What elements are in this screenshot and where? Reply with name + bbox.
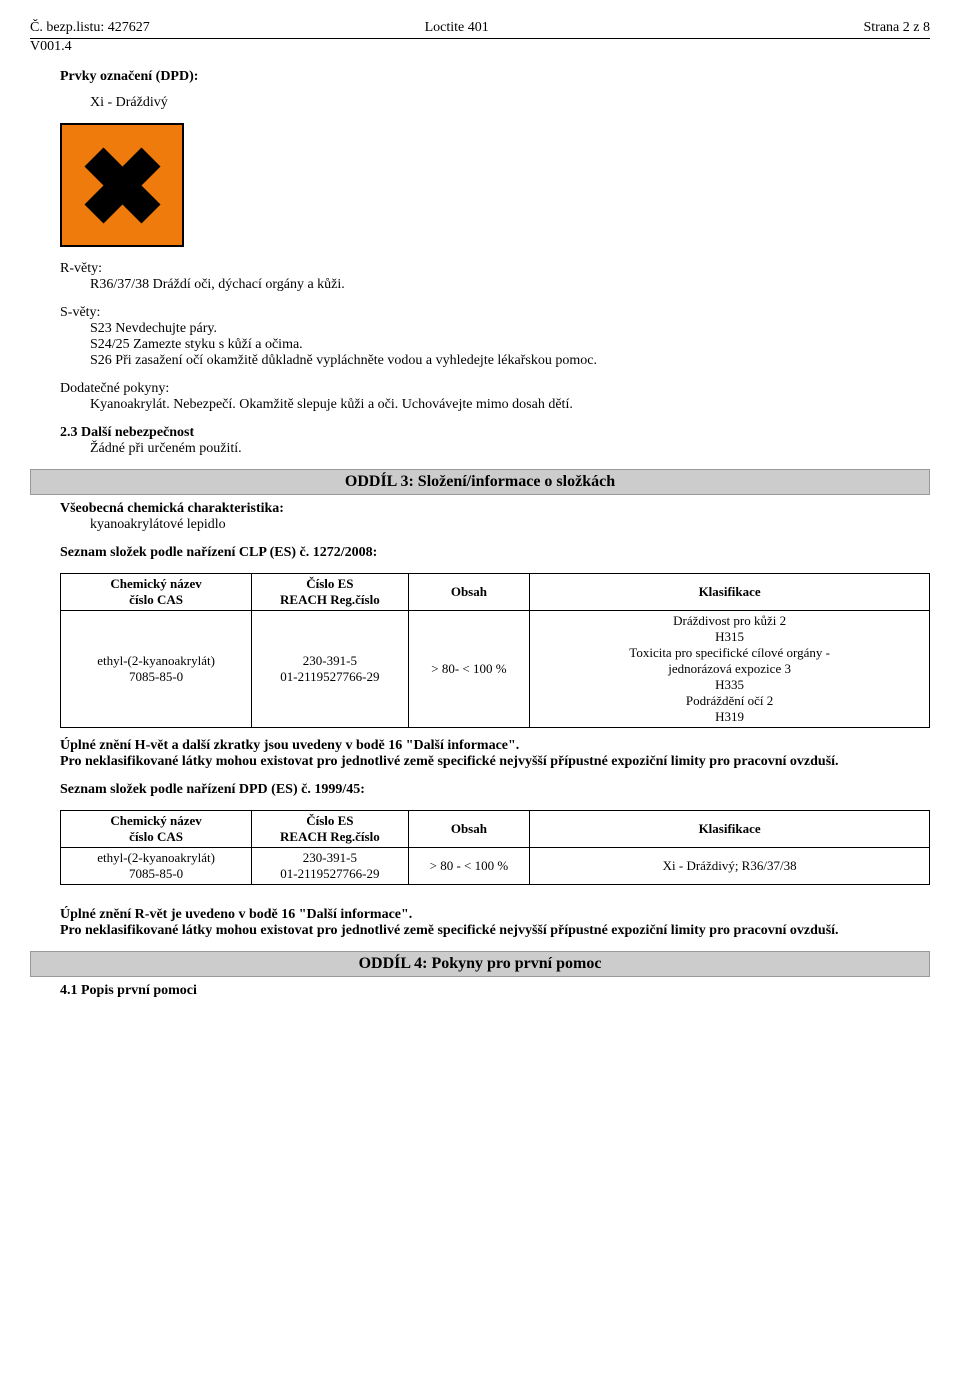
cell-class-l2: H315 [536, 629, 923, 645]
product-name: Loctite 401 [425, 20, 489, 36]
th-content: Obsah [408, 811, 530, 848]
th-name: Chemický název [67, 576, 245, 592]
version: V001.4 [30, 39, 930, 55]
unclassified-note-2: Pro neklasifikované látky mohou existova… [60, 923, 930, 939]
char-text: kyanoakrylátové lepidlo [90, 517, 930, 533]
th-es: Číslo ES [258, 813, 401, 829]
th-class: Klasifikace [530, 811, 930, 848]
th-cas: číslo CAS [67, 592, 245, 608]
char-label: Všeobecná chemická charakteristika: [60, 501, 930, 517]
dpd-classification: Xi - Dráždivý [90, 95, 930, 111]
s-phrase-2: S24/25 Zamezte styku s kůží a očima. [90, 337, 930, 353]
dpd-table: Chemický název číslo CAS Číslo ES REACH … [60, 810, 930, 885]
page-header: Č. bezp.listu: 427627 Loctite 401 Strana… [30, 20, 930, 55]
sec23-heading: 2.3 Další nebezpečnost [60, 425, 930, 441]
cell-class-l6: Podráždění očí 2 [536, 693, 923, 709]
section-3-header: ODDÍL 3: Složení/informace o složkách [30, 469, 930, 495]
dpd-title: Prvky označení (DPD): [60, 69, 930, 85]
table-row: ethyl-(2-kyanoakrylát) 7085-85-0 230-391… [61, 611, 930, 728]
r-phrases-label: R-věty: [60, 261, 930, 277]
cell-class-l1: Dráždivost pro kůži 2 [536, 613, 923, 629]
s-phrase-1: S23 Nevdechujte páry. [90, 321, 930, 337]
cell-reach: 01-2119527766-29 [258, 669, 401, 685]
table-header-row: Chemický název číslo CAS Číslo ES REACH … [61, 811, 930, 848]
dpd-heading: Seznam složek podle nařízení DPD (ES) č.… [60, 782, 930, 798]
cell-name: ethyl-(2-kyanoakrylát) [67, 653, 245, 669]
sheet-no-label: Č. bezp.listu: [30, 20, 104, 35]
cell-content: > 80 - < 100 % [408, 848, 530, 885]
cell-class-l7: H319 [536, 709, 923, 725]
th-es: Číslo ES [258, 576, 401, 592]
header-left: Č. bezp.listu: 427627 [30, 20, 150, 36]
section-4-header: ODDÍL 4: Pokyny pro první pomoc [30, 951, 930, 977]
cell-content: > 80- < 100 % [408, 611, 530, 728]
unclassified-note-1: Pro neklasifikované látky mohou existova… [60, 754, 930, 770]
table-header-row: Chemický název číslo CAS Číslo ES REACH … [61, 574, 930, 611]
clp-heading: Seznam složek podle nařízení CLP (ES) č.… [60, 545, 930, 561]
sec41-heading: 4.1 Popis první pomoci [60, 983, 930, 999]
cell-class-l5: H335 [536, 677, 923, 693]
cell-es: 230-391-5 [258, 653, 401, 669]
th-name: Chemický název [67, 813, 245, 829]
h-note: Úplné znění H-vět a další zkratky jsou u… [60, 738, 930, 754]
additional-label: Dodatečné pokyny: [60, 381, 930, 397]
cell-reach: 01-2119527766-29 [258, 866, 401, 882]
th-reach: REACH Reg.číslo [258, 592, 401, 608]
th-reach: REACH Reg.číslo [258, 829, 401, 845]
page-number: Strana 2 z 8 [864, 20, 930, 36]
cell-class-l3: Toxicita pro specifické cílové orgány - [536, 645, 923, 661]
cell-cas: 7085-85-0 [67, 669, 245, 685]
th-class: Klasifikace [530, 574, 930, 611]
s-phrases-label: S-věty: [60, 305, 930, 321]
s-phrase-3: S26 Při zasažení očí okamžitě důkladně v… [90, 353, 930, 369]
r-phrase-1: R36/37/38 Dráždí oči, dýchací orgány a k… [90, 277, 930, 293]
x-cross-icon [75, 138, 170, 233]
cell-class-l4: jednorázová expozice 3 [536, 661, 923, 677]
cell-name: ethyl-(2-kyanoakrylát) [67, 850, 245, 866]
table-row: ethyl-(2-kyanoakrylát) 7085-85-0 230-391… [61, 848, 930, 885]
th-content: Obsah [408, 574, 530, 611]
sheet-no: 427627 [108, 20, 150, 35]
additional-text: Kyanoakrylát. Nebezpečí. Okamžitě slepuj… [90, 397, 930, 413]
sec23-text: Žádné při určeném použití. [90, 441, 930, 457]
r-note: Úplné znění R-vět je uvedeno v bodě 16 "… [60, 907, 930, 923]
hazard-symbol-irritant [60, 123, 184, 247]
cell-es: 230-391-5 [258, 850, 401, 866]
th-cas: číslo CAS [67, 829, 245, 845]
clp-table: Chemický název číslo CAS Číslo ES REACH … [60, 573, 930, 728]
cell-class: Xi - Dráždivý; R36/37/38 [530, 848, 930, 885]
cell-cas: 7085-85-0 [67, 866, 245, 882]
